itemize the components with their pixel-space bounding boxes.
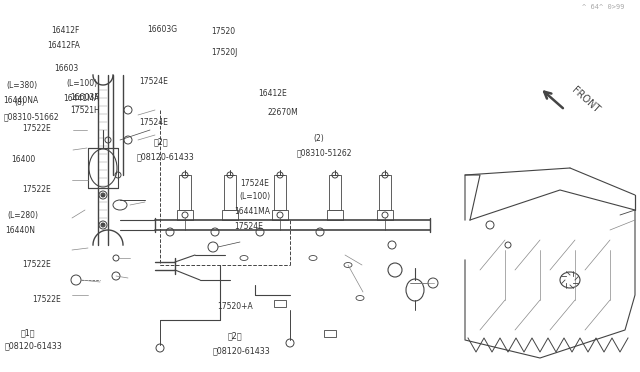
- Text: 22670M: 22670M: [268, 108, 298, 117]
- Bar: [377, 210, 393, 220]
- Text: 17522E: 17522E: [22, 260, 51, 269]
- Text: FRONT: FRONT: [570, 85, 602, 115]
- Text: (L=380): (L=380): [6, 81, 38, 90]
- Ellipse shape: [560, 272, 580, 288]
- Text: ⒢08310-51262: ⒢08310-51262: [296, 149, 352, 158]
- Text: Ⓑ08120-61433: Ⓑ08120-61433: [5, 341, 63, 350]
- Bar: [274, 300, 286, 307]
- Bar: [272, 210, 288, 220]
- Text: 16603F: 16603F: [70, 93, 99, 102]
- Circle shape: [101, 153, 105, 157]
- Ellipse shape: [240, 256, 248, 260]
- Circle shape: [101, 193, 105, 197]
- Text: ⒢08310-51662: ⒢08310-51662: [3, 113, 59, 122]
- Text: 17524E: 17524E: [241, 179, 269, 187]
- Text: 17522E: 17522E: [22, 124, 51, 133]
- Text: 17522E: 17522E: [32, 295, 61, 304]
- Text: 17524E: 17524E: [234, 222, 263, 231]
- Text: 17524E: 17524E: [140, 77, 168, 86]
- Bar: [274, 175, 286, 210]
- Bar: [324, 330, 336, 337]
- Bar: [222, 210, 238, 220]
- Text: 16603: 16603: [54, 64, 79, 73]
- Text: (L=100): (L=100): [66, 79, 97, 88]
- Text: 16441MA: 16441MA: [63, 94, 99, 103]
- Ellipse shape: [406, 279, 424, 301]
- Ellipse shape: [309, 256, 317, 260]
- Text: 16412F: 16412F: [51, 26, 79, 35]
- Text: ^ 64^ 0>99: ^ 64^ 0>99: [582, 4, 625, 10]
- Text: (2): (2): [314, 134, 324, 143]
- Bar: [379, 175, 391, 210]
- Text: Ⓑ08120-61433: Ⓑ08120-61433: [136, 153, 194, 161]
- Bar: [329, 175, 341, 210]
- Text: (L=280): (L=280): [8, 211, 38, 220]
- Bar: [327, 210, 343, 220]
- Text: （2）: （2）: [154, 138, 168, 147]
- Bar: [177, 210, 193, 220]
- Text: 16412FA: 16412FA: [47, 41, 79, 50]
- Text: Ⓑ08120-61433: Ⓑ08120-61433: [212, 346, 270, 355]
- Ellipse shape: [356, 295, 364, 301]
- Text: 16440N: 16440N: [5, 226, 35, 235]
- Text: 16603G: 16603G: [147, 25, 177, 33]
- Text: (L=100): (L=100): [239, 192, 271, 201]
- Text: 17520: 17520: [211, 27, 236, 36]
- Text: 16441MA: 16441MA: [234, 207, 270, 216]
- Text: 17522E: 17522E: [22, 185, 51, 194]
- Ellipse shape: [89, 149, 117, 187]
- Text: 17524E: 17524E: [140, 118, 168, 127]
- Bar: [179, 175, 191, 210]
- Text: 17520J: 17520J: [211, 48, 237, 57]
- Text: 17521H: 17521H: [70, 106, 100, 115]
- Text: (8): (8): [14, 98, 25, 107]
- Ellipse shape: [388, 263, 402, 277]
- Bar: [88, 148, 118, 188]
- Text: （1）: （1）: [20, 328, 35, 337]
- Bar: [224, 175, 236, 210]
- Text: （2）: （2）: [228, 331, 243, 340]
- Text: 17520+A: 17520+A: [218, 302, 253, 311]
- Text: 16440NA: 16440NA: [3, 96, 38, 105]
- Text: 16412E: 16412E: [258, 89, 287, 98]
- Text: 16400: 16400: [12, 155, 36, 164]
- Ellipse shape: [344, 263, 352, 267]
- Ellipse shape: [113, 200, 127, 210]
- Circle shape: [101, 223, 105, 227]
